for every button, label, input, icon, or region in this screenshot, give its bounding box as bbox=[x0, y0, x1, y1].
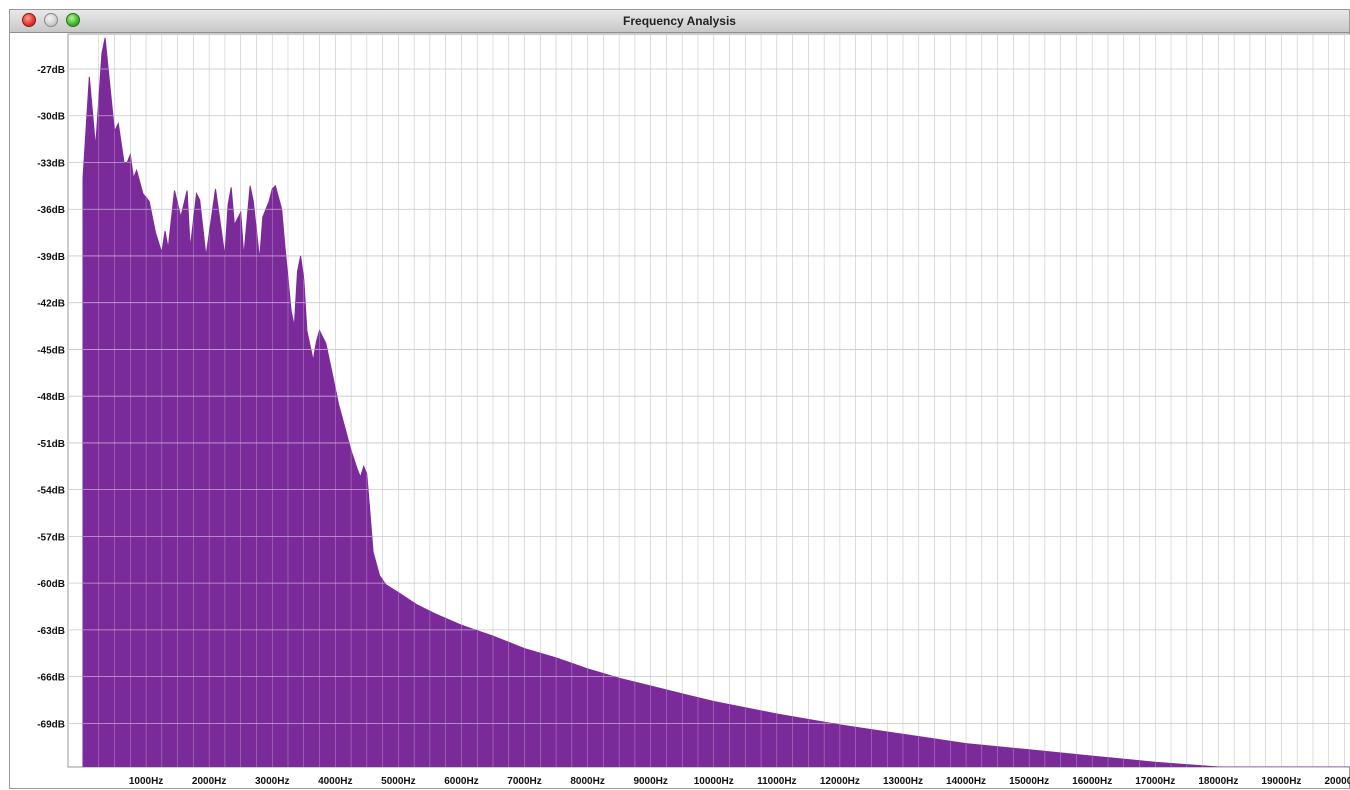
y-tick-label: -51dB bbox=[37, 439, 65, 450]
frequency-spectrum-chart: -27dB -30dB -33dB -36dB -39dB -42dB -45dB -48dB… bbox=[37, 33, 1350, 787]
close-window-button[interactable] bbox=[22, 13, 36, 27]
y-tick-label: -36dB bbox=[37, 205, 65, 216]
y-tick-label: -42dB bbox=[37, 299, 65, 310]
minimize-window-button[interactable] bbox=[44, 13, 58, 27]
window-title: Frequency Analysis bbox=[623, 14, 736, 28]
y-tick-label: -39dB bbox=[37, 252, 65, 263]
x-tick-label: 11000Hz bbox=[757, 776, 796, 787]
x-tick-label: 20000Hz bbox=[1324, 776, 1350, 787]
y-tick-label: -48dB bbox=[37, 392, 65, 403]
x-tick-label: 3000Hz bbox=[255, 776, 289, 787]
y-tick-label: -45dB bbox=[37, 345, 65, 356]
x-tick-label: 1000Hz bbox=[129, 776, 163, 787]
y-tick-label: -69dB bbox=[37, 719, 65, 730]
y-tick-label: -57dB bbox=[37, 532, 65, 543]
y-tick-label: -54dB bbox=[37, 486, 65, 497]
y-tick-label: -63dB bbox=[37, 626, 65, 637]
x-tick-label: 9000Hz bbox=[633, 776, 667, 787]
x-tick-label: 2000Hz bbox=[192, 776, 226, 787]
x-tick-label: 12000Hz bbox=[820, 776, 860, 787]
x-tick-label: 13000Hz bbox=[883, 776, 923, 787]
x-tick-label: 7000Hz bbox=[507, 776, 541, 787]
y-tick-label: -33dB bbox=[37, 158, 65, 169]
y-tick-label: -60dB bbox=[37, 579, 65, 590]
y-tick-label: -27dB bbox=[37, 65, 65, 76]
y-tick-label: -30dB bbox=[37, 112, 65, 123]
x-tick-label: 4000Hz bbox=[318, 776, 352, 787]
x-tick-label: 6000Hz bbox=[444, 776, 478, 787]
x-tick-label: 19000Hz bbox=[1261, 776, 1301, 787]
x-tick-label: 18000Hz bbox=[1198, 776, 1238, 787]
x-tick-label: 5000Hz bbox=[381, 776, 415, 787]
frequency-analysis-window: Frequency Analysis -27dB -30dB -33dB -36dB -… bbox=[9, 9, 1350, 789]
x-tick-label: 10000Hz bbox=[694, 776, 734, 787]
y-tick-label: -66dB bbox=[37, 673, 65, 684]
x-tick-label: 14000Hz bbox=[946, 776, 986, 787]
zoom-window-button[interactable] bbox=[66, 13, 80, 27]
x-tick-label: 16000Hz bbox=[1072, 776, 1112, 787]
x-tick-label: 8000Hz bbox=[570, 776, 604, 787]
spectrum-area bbox=[82, 37, 1350, 767]
x-tick-label: 15000Hz bbox=[1009, 776, 1049, 787]
title-bar: Frequency Analysis bbox=[10, 10, 1349, 33]
x-tick-label: 17000Hz bbox=[1135, 776, 1175, 787]
